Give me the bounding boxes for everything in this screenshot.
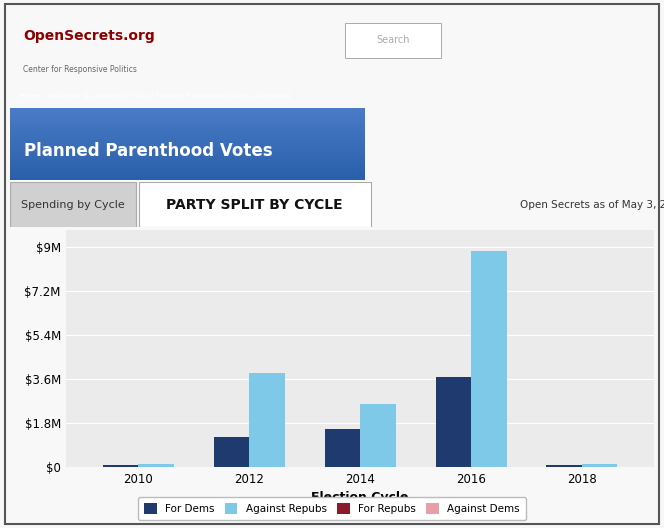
Text: Center for Responsive Politics: Center for Responsive Politics [23,65,137,74]
Bar [345,23,442,58]
Bar [10,163,365,165]
Bar [10,177,365,180]
Bar [139,465,174,467]
Bar [10,116,365,118]
Bar [10,125,365,127]
Bar [250,373,285,467]
Bar [139,182,371,227]
Bar [10,146,365,149]
Bar [10,118,365,120]
Bar [471,250,507,467]
Legend: For Dems, Against Repubs, For Repubs, Against Dems: For Dems, Against Repubs, For Repubs, Ag… [138,497,526,520]
Bar [10,142,365,144]
Bar [10,173,365,175]
Text: PARTY SPLIT BY CYCLE: PARTY SPLIT BY CYCLE [167,197,343,212]
Bar [10,135,365,137]
Bar [214,437,250,467]
Bar [10,139,365,142]
Bar [10,156,365,158]
Bar [10,122,365,125]
Bar [582,464,618,467]
Text: OpenSecrets.org: OpenSecrets.org [23,30,155,43]
Bar [10,154,365,156]
Bar [10,170,365,173]
Text: Open Secrets as of May 3, 2018: Open Secrets as of May 3, 2018 [519,200,664,210]
Bar [10,113,365,115]
Text: Planned Parenthood Votes: Planned Parenthood Votes [24,142,273,160]
Bar [10,165,365,168]
Bar [10,182,135,227]
Bar [361,403,396,467]
Bar [10,175,365,177]
X-axis label: Election Cycle: Election Cycle [311,492,409,504]
Text: Search: Search [376,35,410,45]
Bar [10,120,365,122]
Bar [10,161,365,163]
Bar [10,149,365,151]
Bar [10,130,365,132]
Bar [546,466,582,467]
Bar [10,111,365,113]
Bar [436,376,471,467]
Bar [10,127,365,130]
Bar [10,168,365,170]
Bar [325,429,361,467]
Text: Home / Influence & Lobbying / PACs / Planned Parenthood Votes / Summary: Home / Influence & Lobbying / PACs / Pla… [19,93,291,99]
Bar [10,158,365,161]
Bar [103,465,139,467]
Text: Spending by Cycle: Spending by Cycle [21,200,125,210]
Bar [10,151,365,153]
Bar [10,108,365,110]
Bar [10,137,365,139]
Bar [10,144,365,146]
Bar [10,132,365,135]
